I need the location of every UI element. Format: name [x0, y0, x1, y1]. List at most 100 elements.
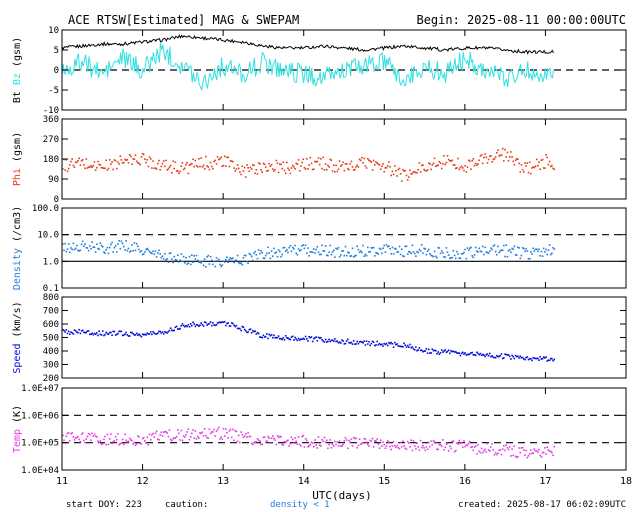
- panel-density-point: [465, 257, 468, 260]
- panel-temp-point: [262, 436, 265, 439]
- panel-temp-point: [443, 449, 445, 451]
- panel-temp-point: [439, 444, 442, 446]
- panel-density-point: [350, 255, 353, 257]
- panel-speed-point: [80, 330, 83, 332]
- panel-temp-point: [440, 445, 443, 447]
- panel-density-point: [195, 254, 198, 257]
- panel-phi-point: [173, 167, 175, 170]
- panel-speed-point: [392, 346, 395, 348]
- panel-density-point: [157, 252, 159, 254]
- panel-phi-point: [501, 147, 504, 150]
- panel-speed-point: [284, 335, 287, 337]
- panel-density-point: [193, 255, 195, 257]
- panel-speed-point: [186, 325, 188, 328]
- panel-phi-point: [233, 167, 235, 169]
- panel-phi-point: [150, 158, 152, 160]
- panel-speed-point: [233, 324, 235, 327]
- panel-speed-point: [174, 326, 177, 329]
- panel-phi-point: [340, 165, 342, 167]
- panel-temp-point: [229, 428, 232, 431]
- panel-density-point: [491, 248, 493, 251]
- panel-temp-point: [282, 444, 285, 446]
- panel-temp-point: [349, 441, 351, 443]
- panel-temp-point: [128, 437, 131, 440]
- panel-speed-point: [132, 333, 134, 335]
- panel-temp-point: [348, 439, 350, 442]
- panel-density-point: [77, 249, 79, 252]
- panel-density-point: [528, 257, 531, 260]
- panel-phi-point: [191, 162, 193, 165]
- panel-phi-point: [64, 169, 66, 171]
- panel-speed-point: [365, 340, 368, 342]
- panel-density-point: [411, 244, 414, 247]
- panel-density-point: [308, 255, 310, 257]
- panel-density-point: [487, 252, 490, 254]
- panel-speed-point: [355, 343, 357, 345]
- panel-speed-point: [430, 352, 432, 354]
- panel-density-point: [121, 242, 124, 245]
- panel-speed-point: [119, 330, 122, 333]
- panel-speed-point: [155, 333, 158, 335]
- panel-density-point: [490, 247, 492, 249]
- panel-phi-point: [431, 164, 434, 166]
- ylabel-quantity: Speed: [12, 344, 23, 374]
- panel-density-point: [492, 245, 495, 247]
- panel-speed-point: [63, 329, 65, 332]
- panel-temp-point: [302, 434, 305, 437]
- panel-density-point: [409, 251, 411, 253]
- panel-phi-point: [104, 167, 106, 170]
- panel-temp-point: [463, 440, 465, 442]
- panel-phi-point: [218, 158, 220, 161]
- panel-density-point: [186, 263, 188, 265]
- panel-phi-point: [172, 160, 174, 163]
- panel-density-point: [246, 260, 248, 263]
- panel-speed-ytick-label: 300: [43, 361, 59, 371]
- panel-temp-point: [245, 433, 247, 435]
- panel-phi-point: [443, 155, 445, 157]
- panel-phi-point: [541, 158, 544, 161]
- panel-phi-point: [230, 160, 233, 162]
- panel-speed-point: [472, 354, 475, 356]
- panel-temp-point: [539, 454, 541, 457]
- panel-speed-point: [423, 350, 425, 352]
- panel-phi-point: [465, 171, 468, 173]
- panel-phi-point: [384, 167, 387, 169]
- panel-density-point: [517, 246, 519, 249]
- panel-density-point: [369, 251, 371, 253]
- panel-speed-point: [530, 358, 532, 360]
- panel-temp-point: [207, 437, 210, 439]
- panel-speed-point: [523, 358, 525, 360]
- panel-speed-point: [372, 341, 375, 343]
- panel-phi-point: [533, 166, 536, 169]
- panel-speed-point: [506, 354, 509, 356]
- panel-temp-point: [512, 454, 514, 457]
- panel-phi-point: [114, 159, 117, 162]
- panel-temp-point: [150, 439, 152, 441]
- panel-phi-point: [388, 161, 390, 163]
- panel-speed-point: [511, 354, 513, 357]
- panel-temp-point: [279, 435, 281, 438]
- panel-speed-point: [493, 356, 496, 359]
- panel-density-point: [399, 253, 402, 256]
- panel-phi-point: [274, 168, 276, 171]
- panel-density-point: [196, 259, 199, 262]
- panel-phi-point: [220, 156, 222, 158]
- panel-speed-point: [171, 329, 173, 331]
- panel-density-point: [479, 250, 482, 252]
- panel-density-point: [402, 255, 404, 257]
- panel-density-point: [124, 249, 126, 251]
- panel-temp-point: [241, 433, 244, 436]
- panel-phi-point: [184, 167, 186, 170]
- panel-speed-point: [533, 357, 536, 360]
- panel-speed-point: [342, 340, 344, 342]
- panel-speed-point: [539, 356, 541, 358]
- panel-temp-point: [374, 440, 376, 442]
- panel-density-point: [194, 258, 197, 260]
- panel-density-point: [174, 258, 177, 261]
- panel-density-point: [199, 261, 201, 263]
- panel-speed-point: [459, 354, 462, 357]
- panel-speed-point: [141, 333, 144, 335]
- panel-speed-point: [515, 355, 518, 358]
- panel-speed-point: [309, 336, 312, 339]
- panel-phi-point: [381, 165, 383, 167]
